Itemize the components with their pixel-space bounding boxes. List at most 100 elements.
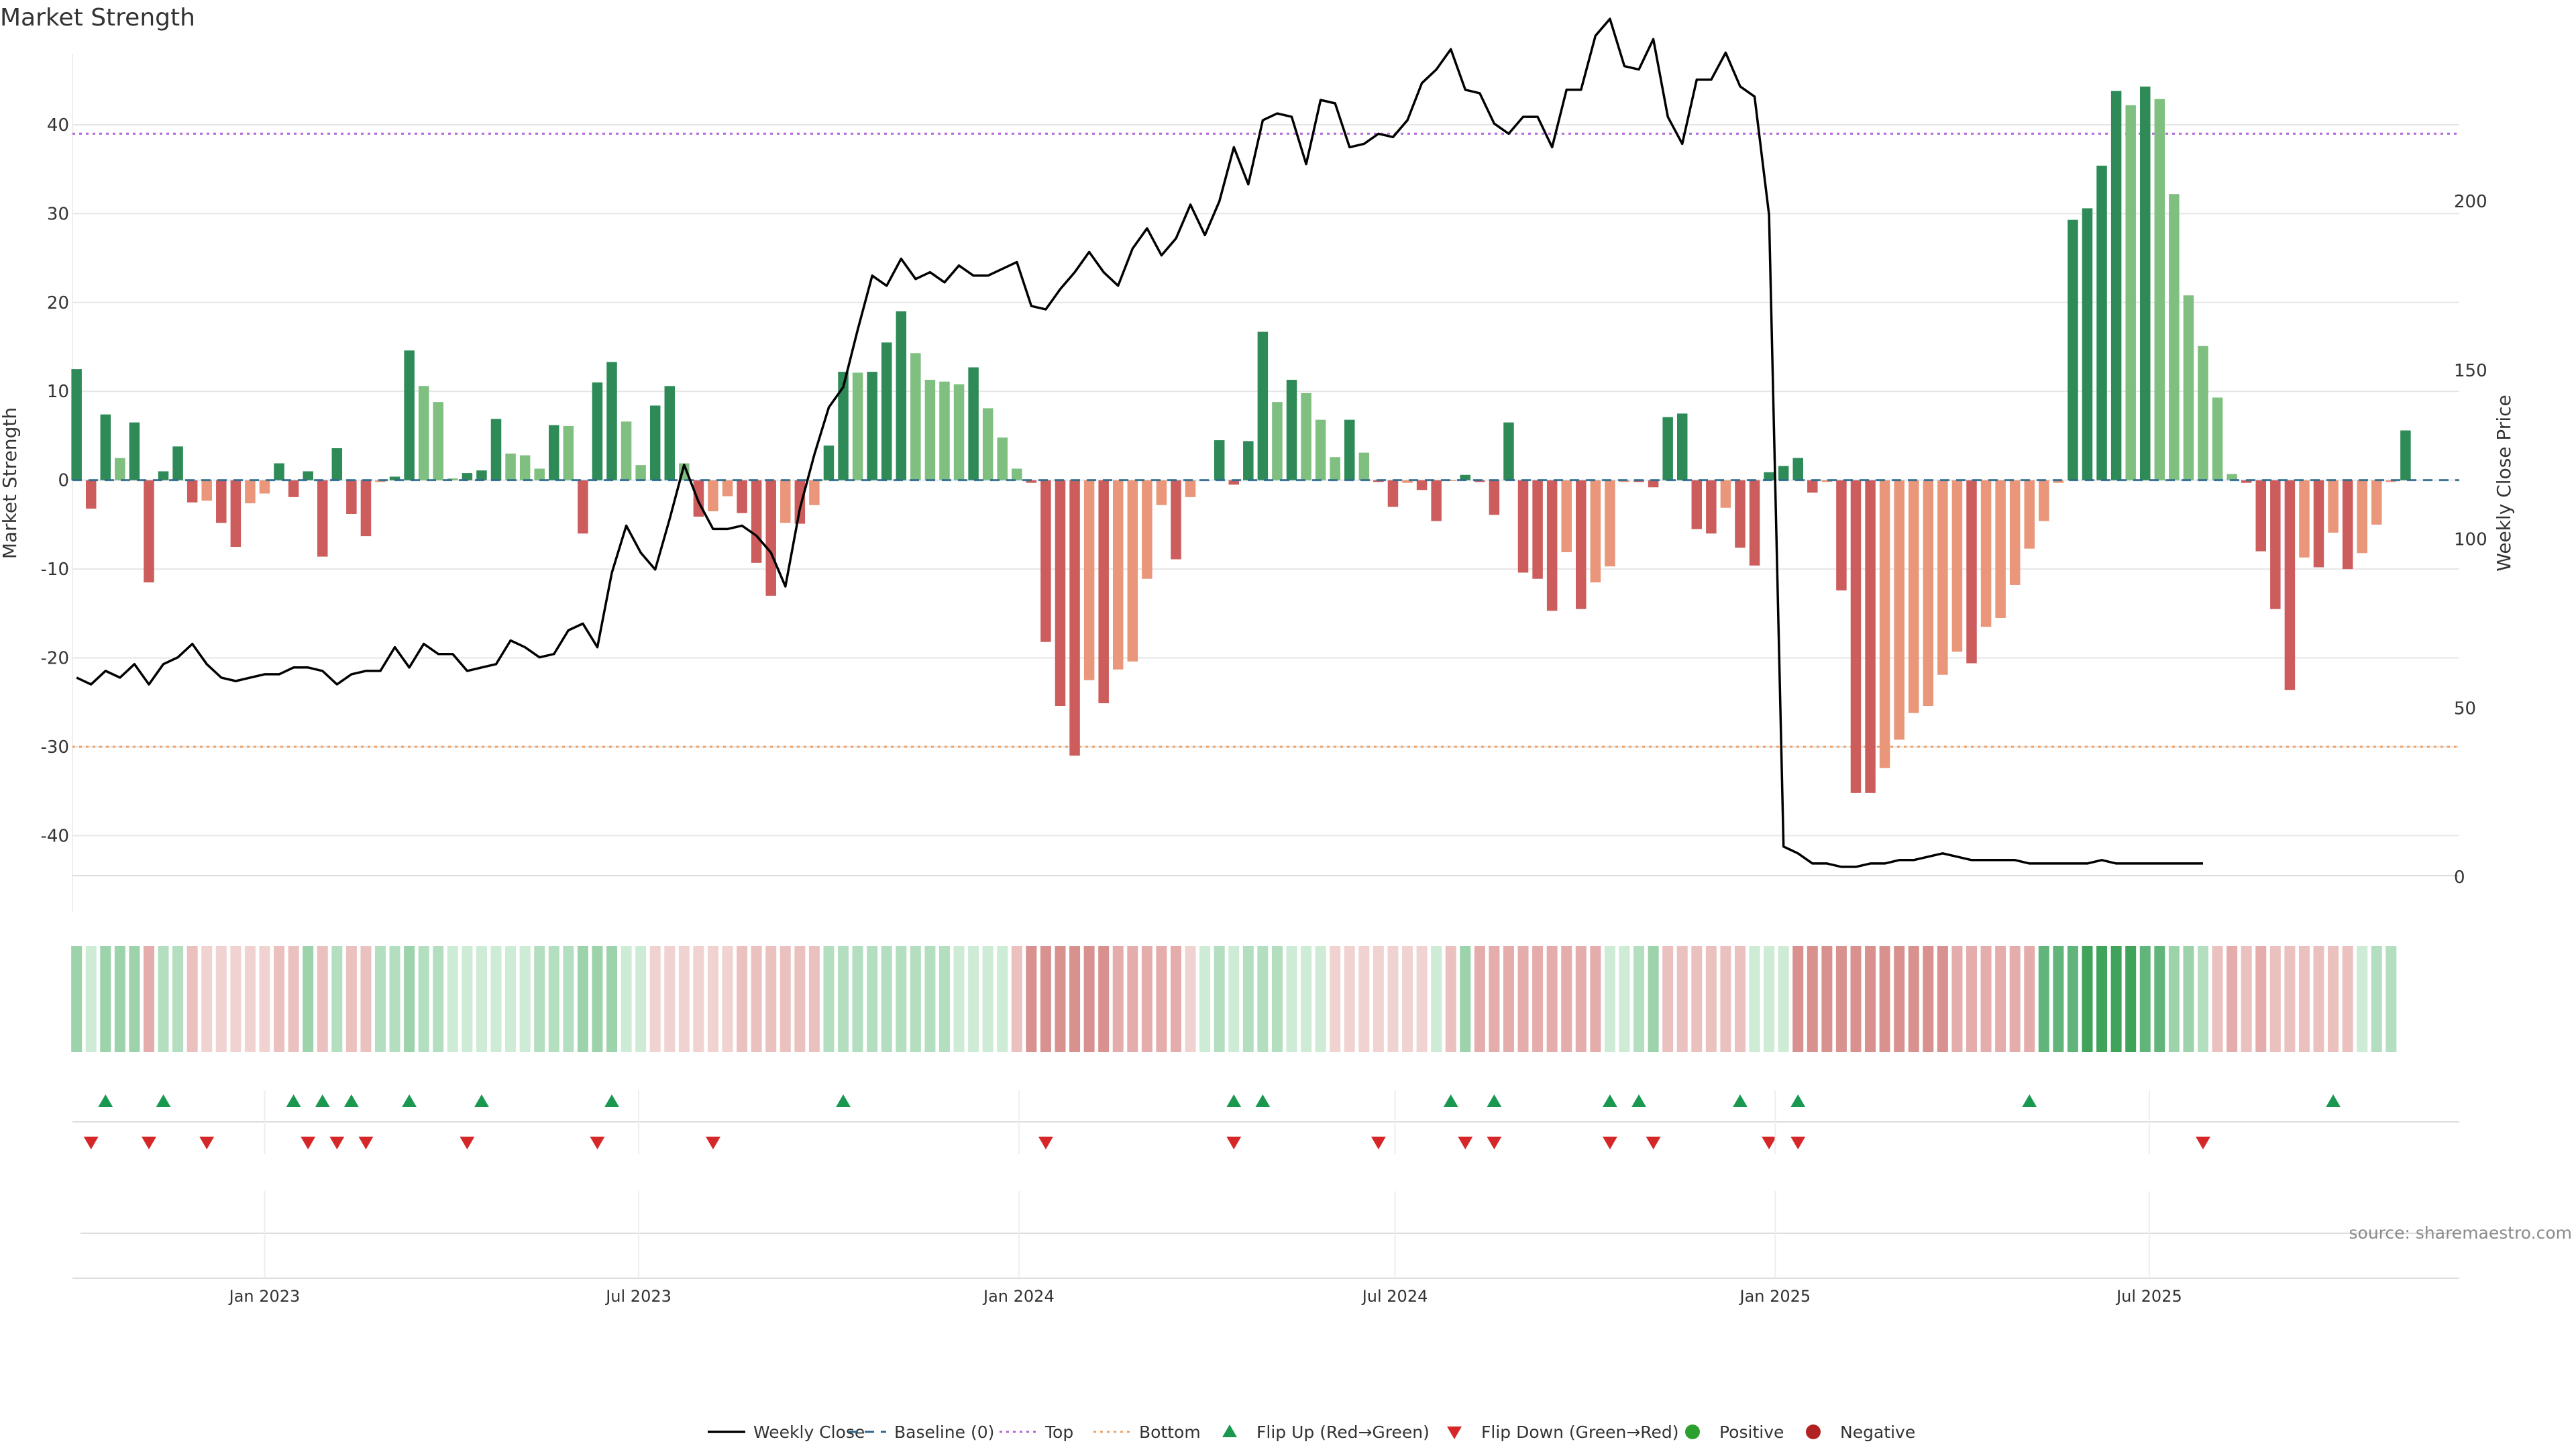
legend-positive-swatch	[1685, 1424, 1700, 1439]
strength-bar	[2110, 91, 2122, 480]
regime-cell	[794, 946, 806, 1052]
regime-cell	[2255, 946, 2267, 1052]
strength-bar	[1055, 480, 1066, 707]
strength-bar	[1228, 480, 1240, 485]
strength-bar	[924, 380, 936, 480]
regime-cell	[360, 946, 372, 1052]
strength-bar	[1676, 413, 1688, 480]
regime-cell	[230, 946, 241, 1052]
regime-cell	[1792, 946, 1804, 1052]
legend-item: Top	[1000, 1422, 1073, 1442]
regime-cell	[1373, 946, 1384, 1052]
x-tick-label: Jan 2023	[228, 1287, 301, 1306]
flip-up-marker	[286, 1094, 301, 1107]
strength-bar	[1532, 480, 1543, 579]
strength-bar	[1951, 480, 1963, 652]
y2-tick-label: 200	[2454, 192, 2487, 212]
strength-bar	[462, 473, 473, 480]
regime-cell	[1908, 946, 1919, 1052]
strength-bar	[1315, 419, 1326, 480]
regime-cell	[2342, 946, 2353, 1052]
strength-bar	[1517, 480, 1529, 573]
regime-cell	[2154, 946, 2165, 1052]
regime-cell	[1517, 946, 1529, 1052]
strength-bar	[2212, 397, 2223, 480]
strength-bar	[2053, 480, 2064, 483]
strength-bar	[346, 480, 357, 514]
strength-bar	[1272, 402, 1283, 480]
flip-down-marker	[1226, 1137, 1242, 1149]
strength-bar	[1662, 417, 1673, 480]
strength-bar	[1387, 480, 1399, 507]
regime-cell	[1749, 946, 1760, 1052]
strength-bar	[1908, 480, 1919, 713]
strength-bar	[230, 480, 241, 547]
strength-bar	[1069, 480, 1080, 756]
strength-bar	[809, 480, 820, 505]
flip-down-marker	[141, 1137, 156, 1149]
flip-down-marker	[358, 1137, 374, 1149]
y-tick-label: 30	[47, 204, 69, 224]
regime-cell	[1734, 946, 1746, 1052]
strength-bar	[939, 381, 950, 480]
flip-down-marker	[590, 1137, 605, 1149]
regime-cell	[2269, 946, 2281, 1052]
strength-bar	[997, 437, 1008, 480]
strength-bar	[1286, 380, 1297, 480]
regime-cell	[534, 946, 545, 1052]
regime-cell	[259, 946, 270, 1052]
flip-up-marker	[1255, 1094, 1271, 1107]
regime-cell	[374, 946, 386, 1052]
price-line-group	[76, 17, 2203, 868]
regime-cell	[1720, 946, 1731, 1052]
strength-bar	[765, 480, 776, 596]
strength-bar	[1590, 480, 1601, 582]
regime-cell	[447, 946, 458, 1052]
regime-cell	[1242, 946, 1254, 1052]
regime-cell	[288, 946, 299, 1052]
strength-bar	[303, 471, 313, 480]
strength-bar	[1879, 480, 1890, 768]
strength-bar	[1185, 480, 1196, 497]
regime-cell	[1271, 946, 1283, 1052]
regime-cell	[1561, 946, 1572, 1052]
regime-cell	[896, 946, 907, 1052]
regime-cell	[71, 946, 83, 1052]
strength-bar	[1561, 480, 1572, 552]
flip-up-marker	[1443, 1094, 1458, 1107]
regime-cell	[1344, 946, 1355, 1052]
legend-item: Bottom	[1093, 1422, 1201, 1442]
strength-bar	[1735, 480, 1746, 548]
flip-markers	[72, 1094, 2459, 1149]
strength-bar	[722, 480, 733, 497]
legend-label: Top	[1044, 1422, 1073, 1442]
regime-cell	[1402, 946, 1413, 1052]
strength-bar	[1358, 452, 1370, 480]
regime-cell	[838, 946, 849, 1052]
regime-cell	[1228, 946, 1240, 1052]
strength-bar	[953, 384, 965, 480]
strength-bar	[2039, 480, 2049, 521]
strength-bar	[1764, 472, 1774, 480]
strength-bar	[115, 458, 125, 480]
legend-negative-swatch	[1806, 1424, 1821, 1439]
regime-cell	[418, 946, 429, 1052]
strength-bar	[621, 421, 632, 480]
regime-cell	[2024, 946, 2035, 1052]
strength-bar	[2241, 480, 2252, 483]
regime-cell	[953, 946, 965, 1052]
y-tick-label: 10	[47, 382, 69, 402]
strength-bar	[1301, 393, 1311, 480]
strength-bar	[1127, 480, 1138, 662]
strength-bar	[1720, 480, 1731, 508]
regime-cell	[2168, 946, 2180, 1052]
regime-cell	[2212, 946, 2223, 1052]
strength-bar	[1792, 458, 1803, 480]
regime-cell	[2139, 946, 2151, 1052]
regime-cell	[592, 946, 603, 1052]
strength-bar	[1706, 480, 1717, 534]
strength-bar	[1836, 480, 1847, 590]
regime-cell	[100, 946, 111, 1052]
regime-cell	[982, 946, 994, 1052]
